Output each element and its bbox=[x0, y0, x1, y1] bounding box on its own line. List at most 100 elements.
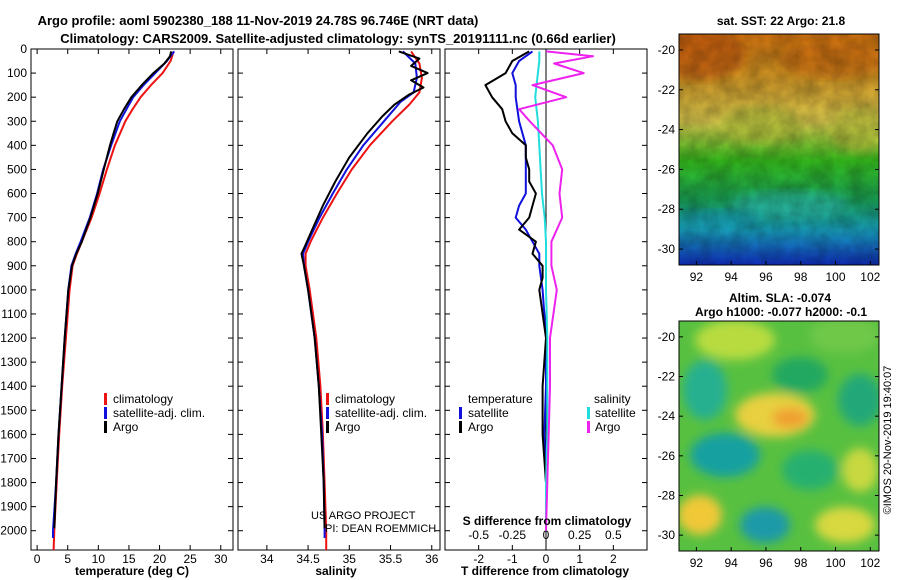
x-tick-label: 25 bbox=[183, 552, 197, 566]
salinity-axis-label: salinity bbox=[315, 564, 357, 578]
legend-s-argo-label: Argo bbox=[595, 420, 621, 434]
depth-tick-label: 400 bbox=[7, 138, 27, 152]
x-tick-label: 0 bbox=[543, 552, 550, 566]
depth-tick-label: 1600 bbox=[0, 427, 27, 441]
depth-tick-label: 700 bbox=[7, 211, 27, 225]
sla-blob bbox=[690, 433, 760, 477]
sla-blob bbox=[772, 408, 808, 428]
map-x-tick-label: 96 bbox=[759, 270, 773, 284]
legend-climatology-swatch bbox=[326, 393, 329, 405]
temperature-legend: climatology satellite-adj. clim. Argo bbox=[104, 392, 205, 434]
sla-map-subtitle: Argo h1000: -0.077 h2000: -0.1 bbox=[695, 305, 867, 319]
map-y-tick-label: -26 bbox=[658, 162, 676, 176]
map-x-tick-label: 98 bbox=[794, 270, 808, 284]
map-x-tick-label: 98 bbox=[794, 556, 808, 570]
legend-s-satellite-swatch bbox=[587, 407, 590, 419]
sst-map-ticks: 92 94 96 98 100 102 -20 -22 -24 -26 -28 -30 bbox=[658, 43, 881, 284]
depth-tick-label: 2000 bbox=[0, 524, 27, 538]
legend-salinity-title: salinity bbox=[594, 392, 631, 406]
temperature-axis-label: temperature (deg C) bbox=[75, 564, 189, 578]
salinity-plot-frame bbox=[237, 48, 441, 551]
depth-tick-label: 1700 bbox=[0, 451, 27, 465]
imos-credit: ©IMOS 20-Nov-2019 19:40:07 bbox=[882, 366, 894, 515]
map-x-tick-label: 102 bbox=[860, 270, 880, 284]
map-x-tick-label: 96 bbox=[759, 556, 773, 570]
map-x-tick-label: 94 bbox=[724, 270, 738, 284]
sla-blob bbox=[810, 321, 879, 353]
depth-tick-label: 1300 bbox=[0, 355, 27, 369]
map-x-tick-label: 92 bbox=[690, 270, 704, 284]
sst-texture bbox=[679, 34, 879, 265]
figure-title: Argo profile: aoml 5902380_188 11-Nov-20… bbox=[38, 13, 479, 28]
legend-satellite-swatch bbox=[326, 407, 329, 419]
x-tick-label: 5 bbox=[64, 552, 71, 566]
legend-s-satellite-label: satellite bbox=[595, 406, 636, 420]
map-y-tick-label: -20 bbox=[658, 43, 676, 57]
difference-panel: -2 -1 0 1 2 -0.5 -0.25 0 0.25 0.5 T difference fr… bbox=[444, 48, 648, 578]
x-tick-label: 30 bbox=[214, 552, 228, 566]
t-difference-axis-label: T difference from climatology bbox=[461, 564, 629, 578]
legend-t-argo-swatch bbox=[459, 421, 462, 433]
map-y-tick-label: -28 bbox=[658, 488, 676, 502]
legend-argo-swatch bbox=[326, 421, 329, 433]
x-tick-label: 1 bbox=[576, 552, 583, 566]
depth-tick-label: 800 bbox=[7, 235, 27, 249]
legend-climatology-label: climatology bbox=[113, 392, 173, 406]
sst-map: sat. SST: 22 Argo: 21.8 92 94 96 98 100 102 -2… bbox=[658, 14, 881, 284]
depth-tick-label: 1200 bbox=[0, 331, 27, 345]
legend-t-satellite-swatch bbox=[459, 407, 462, 419]
legend-t-argo-label: Argo bbox=[468, 420, 494, 434]
legend-climatology-label: climatology bbox=[335, 392, 395, 406]
depth-tick-label: 200 bbox=[7, 90, 27, 104]
x-tick-label: 2 bbox=[610, 552, 617, 566]
sla-map-title: Altim. SLA: -0.074 bbox=[729, 291, 831, 305]
legend-climatology-swatch bbox=[104, 393, 107, 405]
series-line bbox=[300, 50, 429, 529]
depth-tick-label: 1500 bbox=[0, 403, 27, 417]
depth-tick-label: 100 bbox=[7, 66, 27, 80]
sla-blob bbox=[695, 321, 775, 360]
map-x-tick-label: 102 bbox=[860, 556, 880, 570]
s-tick-label: 0.5 bbox=[605, 528, 622, 542]
sst-map-title: sat. SST: 22 Argo: 21.8 bbox=[717, 14, 846, 28]
depth-tick-label: 1900 bbox=[0, 500, 27, 514]
depth-tick-label: 1400 bbox=[0, 379, 27, 393]
sla-blob bbox=[838, 374, 879, 426]
depth-tick-label: 600 bbox=[7, 187, 27, 201]
legend-t-satellite-label: satellite bbox=[468, 406, 509, 420]
legend-argo-swatch bbox=[104, 421, 107, 433]
map-y-tick-label: -26 bbox=[658, 449, 676, 463]
sst-field bbox=[679, 34, 879, 265]
legend-argo-label: Argo bbox=[335, 420, 361, 434]
series-line bbox=[518, 50, 595, 531]
depth-tick-label: 1000 bbox=[0, 283, 27, 297]
temperature-plot-frame bbox=[30, 48, 234, 551]
x-tick-label: -1 bbox=[507, 552, 518, 566]
s-difference-axis-label: S difference from climatology bbox=[463, 514, 632, 528]
depth-axis-labels: 0 100 200 300 400 500 600 700 800 900 1000 1100 1200… bbox=[0, 42, 27, 538]
difference-series bbox=[484, 50, 595, 531]
sla-map-frame bbox=[678, 320, 880, 552]
depth-tick-label: 300 bbox=[7, 114, 27, 128]
map-y-tick-label: -24 bbox=[658, 123, 676, 137]
figure-subtitle: Climatology: CARS2009. Satellite-adjuste… bbox=[60, 31, 616, 46]
x-tick-label: 36 bbox=[425, 552, 439, 566]
legend-satellite-label: satellite-adj. clim. bbox=[335, 406, 427, 420]
map-y-tick-label: -20 bbox=[658, 330, 676, 344]
depth-tick-label: 0 bbox=[20, 42, 27, 56]
depth-tick-label: 500 bbox=[7, 162, 27, 176]
difference-legend: temperature salinity satellite Argo sate… bbox=[459, 392, 636, 434]
salinity-legend: climatology satellite-adj. clim. Argo bbox=[326, 392, 427, 434]
map-y-tick-label: -24 bbox=[658, 409, 676, 423]
sla-blob bbox=[842, 448, 878, 492]
temperature-series bbox=[52, 50, 175, 551]
sla-blob bbox=[683, 360, 727, 420]
sla-blob bbox=[815, 507, 875, 543]
legend-satellite-swatch bbox=[104, 407, 107, 419]
series-line bbox=[53, 51, 173, 529]
x-tick-label: 34.5 bbox=[296, 552, 320, 566]
map-x-tick-label: 100 bbox=[826, 270, 846, 284]
temperature-panel: 0100200300400500600700800900100011001200… bbox=[0, 42, 234, 578]
sla-field bbox=[679, 321, 879, 551]
sla-blobs bbox=[679, 321, 879, 543]
